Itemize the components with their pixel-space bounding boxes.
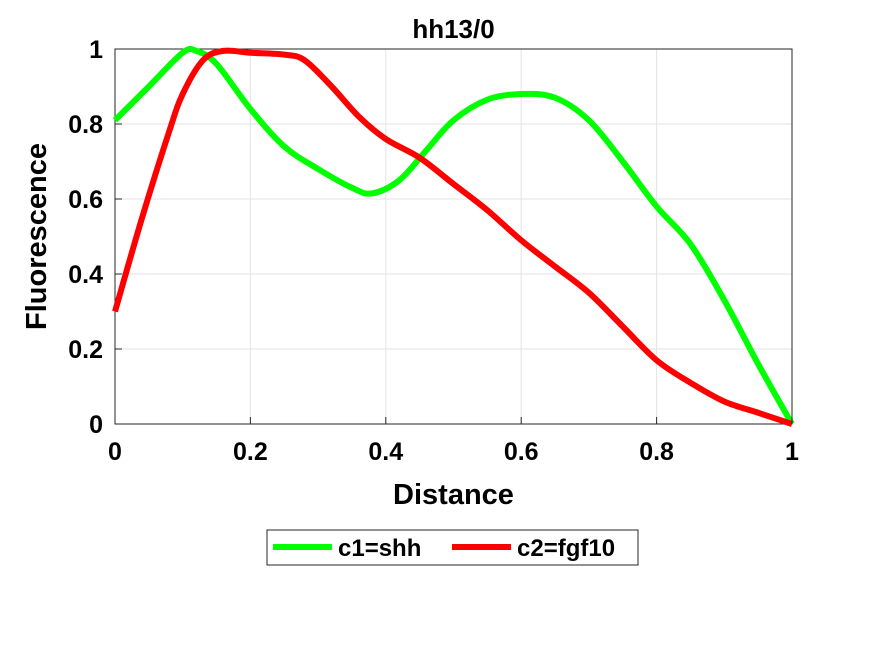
x-tick-label: 0.2 (233, 438, 268, 466)
y-tick-label: 0.6 (68, 186, 103, 214)
grid (114, 48, 793, 425)
legend-label-shh: c1=shh (338, 535, 421, 562)
x-axis-label: Distance (393, 479, 514, 511)
x-tick-label: 0.6 (504, 438, 539, 466)
chart-title: hh13/0 (412, 14, 494, 44)
series-layer (112, 45, 795, 427)
y-tick-label: 0.4 (68, 261, 103, 289)
legend-label-fgf10: c2=fgf10 (517, 535, 615, 562)
plot-area (114, 48, 793, 425)
x-tick-label: 0.8 (639, 438, 674, 466)
y-tick-label: 0.8 (68, 111, 103, 139)
series-line-shh (112, 45, 795, 426)
series-line-fgf10 (112, 47, 793, 427)
y-tick-label: 1 (89, 36, 103, 64)
y-axis-label: Fluorescence (21, 143, 53, 330)
y-axis-ticks: 0 0.2 0.4 0.6 0.8 1 (68, 36, 122, 439)
x-tick-label: 1 (785, 438, 799, 466)
legend: c1=shh c2=fgf10 (266, 529, 639, 566)
y-tick-label: 0 (89, 411, 103, 439)
x-tick-label: 0.4 (368, 438, 403, 466)
x-tick-label: 0 (108, 438, 122, 466)
y-tick-label: 0.2 (68, 336, 103, 364)
x-axis-ticks: 0 0.2 0.4 0.6 0.8 1 (108, 417, 799, 466)
